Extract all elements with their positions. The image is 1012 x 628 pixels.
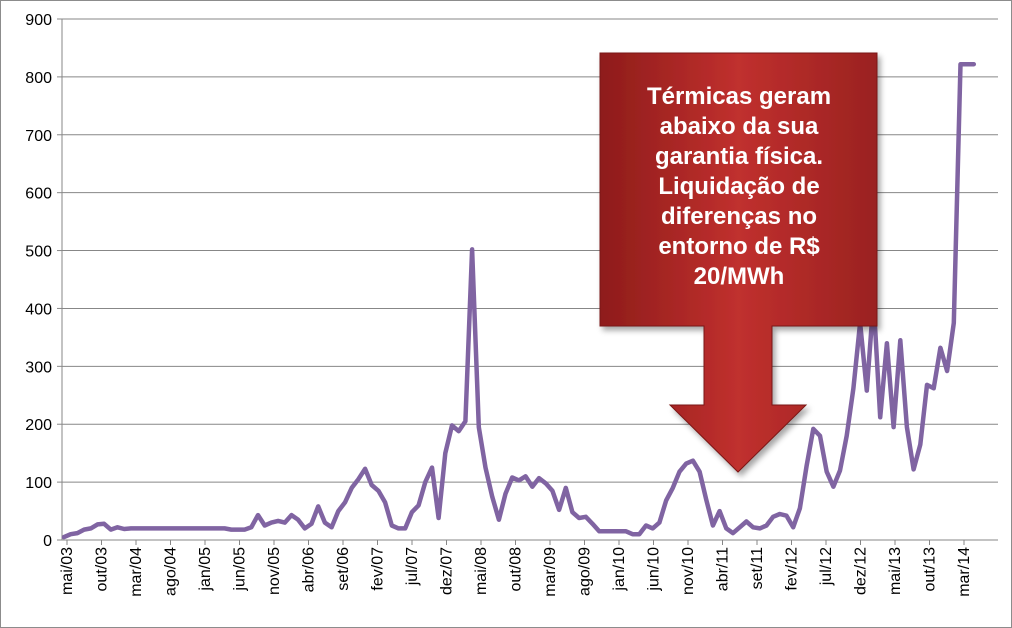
x-tick-label: jul/12 [818, 547, 835, 586]
x-tick-label: abr/06 [301, 547, 318, 592]
axes [61, 19, 998, 541]
x-tick-label: ago/04 [163, 547, 180, 596]
x-tick-label: nov/05 [266, 547, 283, 595]
y-tick-label: 0 [43, 533, 52, 550]
annotation-line: diferenças no [660, 203, 818, 230]
annotation-line: entorno de R$ [658, 233, 820, 260]
x-axis-ticks: mai/03 out/03 mar/04 ago/04 jan/05 jun/05 nov/… [59, 540, 973, 597]
annotation-text: Térmicas geram abaixo da sua garantia fí… [604, 82, 874, 292]
y-tick-label: 100 [25, 475, 52, 492]
x-tick-label: out/13 [922, 547, 939, 592]
x-tick-label: jan/05 [197, 547, 214, 592]
y-tick-label: 200 [25, 417, 52, 434]
y-tick-label: 600 [25, 186, 52, 203]
annotation-arrow-shape [599, 52, 878, 473]
series-group [61, 61, 977, 540]
x-tick-label: jun/05 [232, 547, 249, 592]
x-tick-label: mar/04 [128, 547, 145, 597]
x-tick-label: jun/10 [646, 547, 663, 592]
annotation-arrow [599, 52, 878, 473]
annotation-line: abaixo da sua [659, 113, 819, 140]
y-tick-label: 700 [25, 128, 52, 145]
x-tick-label: jul/07 [404, 547, 421, 586]
x-tick-label: abr/11 [715, 547, 732, 591]
x-tick-label: nov/10 [680, 547, 697, 595]
annotation-line: garantia física. [654, 143, 824, 170]
x-tick-label: set/11 [749, 547, 766, 590]
x-tick-label: ago/09 [577, 547, 594, 596]
annotation-line: 20/MWh [693, 263, 785, 290]
x-tick-label: set/06 [335, 547, 352, 591]
x-tick-label: mar/14 [956, 547, 973, 597]
x-tick-label: out/03 [94, 547, 111, 592]
x-tick-label: fev/07 [370, 547, 387, 591]
y-tick-label: 900 [25, 12, 52, 29]
y-axis-ticks: 0 100 200 300 400 500 600 700 800 900 [25, 12, 62, 550]
annotation-line: Liquidação de [658, 173, 820, 200]
x-tick-label: dez/12 [853, 547, 870, 595]
x-tick-label: mai/03 [59, 547, 76, 595]
x-tick-label: mar/09 [542, 547, 559, 597]
x-tick-label: fev/12 [784, 547, 801, 591]
annotation-line: Térmicas geram [646, 83, 832, 110]
y-tick-label: 500 [25, 244, 52, 261]
x-tick-label: mai/13 [887, 547, 904, 595]
y-tick-label: 800 [25, 70, 52, 87]
x-tick-label: out/08 [508, 547, 525, 592]
x-tick-label: dez/07 [439, 547, 456, 595]
y-tick-label: 300 [25, 359, 52, 376]
x-tick-label: mai/08 [473, 547, 490, 595]
x-tick-label: jan/10 [611, 547, 628, 592]
y-tick-label: 400 [25, 301, 52, 318]
